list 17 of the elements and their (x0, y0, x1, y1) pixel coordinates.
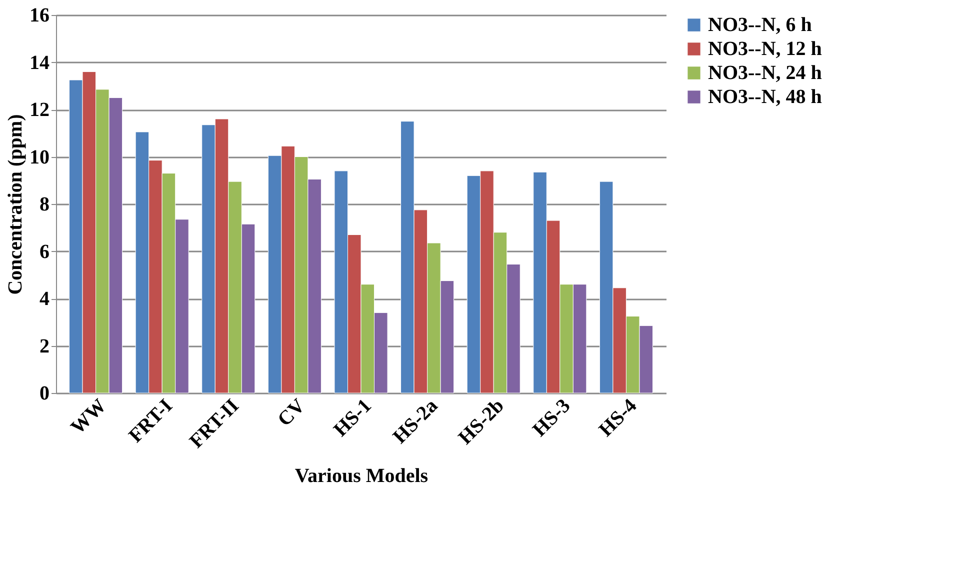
x-tick-label: CV (274, 394, 310, 431)
legend-label: NO3--N, 6 h (708, 14, 812, 36)
legend-label: NO3--N, 24 h (708, 62, 822, 84)
y-tick-label: 6 (40, 240, 50, 263)
y-tick-label: 8 (40, 194, 50, 216)
x-tick-label: WW (66, 394, 111, 439)
y-tick-label: 12 (30, 99, 50, 121)
x-axis-title: Various Models (294, 464, 428, 487)
legend-label: NO3--N, 12 h (708, 38, 822, 60)
y-tick-label: 14 (30, 52, 50, 74)
y-tick-label: 16 (30, 4, 50, 26)
legend-label: NO3--N, 48 h (708, 86, 822, 108)
y-tick-label: 10 (30, 146, 50, 168)
y-tick-label: 2 (40, 335, 50, 358)
y-tick-label: 4 (40, 288, 50, 310)
y-axis-title: Concentration (ppm) (4, 114, 26, 295)
y-tick-label: 0 (40, 382, 50, 404)
